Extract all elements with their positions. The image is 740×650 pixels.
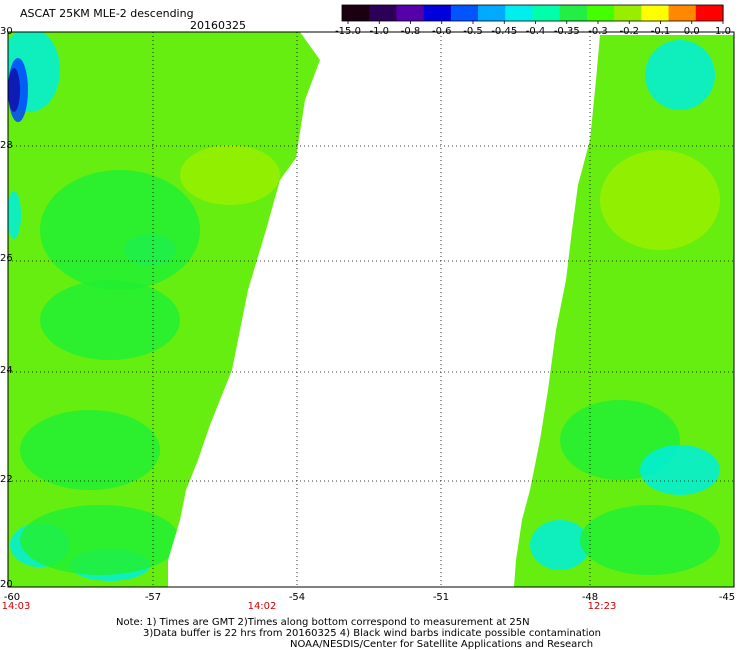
lon-label-57: -57 <box>144 592 162 603</box>
colorbar-tick-label: -15.0 <box>335 26 361 37</box>
lon-label-48: -48 <box>581 592 599 603</box>
west-swath-texture <box>8 191 21 239</box>
colorbar-tick-label: -0.5 <box>463 26 483 37</box>
colorbar-tick-label: -0.1 <box>650 26 671 37</box>
colorbar-tick-label: -0.8 <box>400 26 421 37</box>
east-swath <box>514 35 734 587</box>
footer-note-2: 3)Data buffer is 22 hrs from 20160325 4)… <box>143 628 601 639</box>
colorbar-tick-label: -0.2 <box>619 26 640 37</box>
lon-label-45: -45 <box>718 592 736 603</box>
time-label-1: 14:03 <box>1 601 31 612</box>
west-swath-texture <box>40 280 180 360</box>
scatterometer-swaths <box>8 32 734 587</box>
colorbar-swatch <box>668 5 697 21</box>
colorbar-tick-label: -0.3 <box>588 26 608 37</box>
colorbar-swatch <box>586 5 615 21</box>
colorbar <box>341 4 724 24</box>
footer-note-1: Note: 1) Times are GMT 2)Times along bot… <box>116 617 530 628</box>
west-swath-texture <box>180 145 280 205</box>
lon-label-54: -54 <box>288 592 306 603</box>
colorbar-tick-label: -1.0 <box>369 26 390 37</box>
map-frame <box>7 31 735 588</box>
time-label-2: 14:02 <box>247 601 277 612</box>
west-swath-texture <box>40 170 200 290</box>
colorbar-swatch <box>450 5 479 21</box>
colorbar-tick-label: -0.35 <box>553 26 580 37</box>
lat-label-28: 28 <box>0 140 13 151</box>
colorbar-swatch <box>614 5 642 21</box>
lat-label-24: 24 <box>0 365 13 376</box>
colorbar-swatch <box>423 5 452 21</box>
west-swath-texture <box>8 68 20 112</box>
colorbar-swatch <box>478 5 506 21</box>
lon-label-60: -60 <box>3 592 21 603</box>
product-title: ASCAT 25KM MLE-2 descending <box>20 7 194 20</box>
colorbar-swatch <box>505 5 534 21</box>
colorbar-swatch <box>369 5 398 21</box>
colorbar-swatch <box>342 5 370 21</box>
lat-label-20: 20 <box>0 579 13 590</box>
colorbar-swatch <box>559 5 588 21</box>
east-swath-texture <box>580 505 720 575</box>
lat-label-30: 30 <box>0 26 13 37</box>
west-swath-texture <box>20 505 180 575</box>
east-swath-texture <box>530 520 590 570</box>
lat-label-22: 22 <box>0 474 13 485</box>
colorbar-swatch <box>641 5 670 21</box>
footer-note-3: NOAA/NESDIS/Center for Satellite Applica… <box>290 639 594 650</box>
east-swath-texture <box>640 445 720 495</box>
lat-lon-grid <box>8 32 734 587</box>
colorbar-tick-label: 0.0 <box>683 26 700 37</box>
time-label-3: 12:23 <box>587 601 617 612</box>
colorbar-swatch <box>532 5 561 21</box>
west-swath-texture <box>20 410 160 490</box>
lat-label-26: 26 <box>0 253 13 264</box>
lon-label-51: -51 <box>432 592 450 603</box>
product-date: 20160325 <box>190 19 246 32</box>
east-swath-texture <box>600 150 720 250</box>
colorbar-tick-label: -0.4 <box>525 26 546 37</box>
colorbar-swatch <box>396 5 425 21</box>
colorbar-tick-label: -0.6 <box>431 26 452 37</box>
east-swath-texture <box>645 40 715 110</box>
colorbar-swatch <box>695 5 724 21</box>
colorbar-tick-label: 1.0 <box>715 26 731 37</box>
colorbar-tick-label: -0.45 <box>491 26 518 37</box>
